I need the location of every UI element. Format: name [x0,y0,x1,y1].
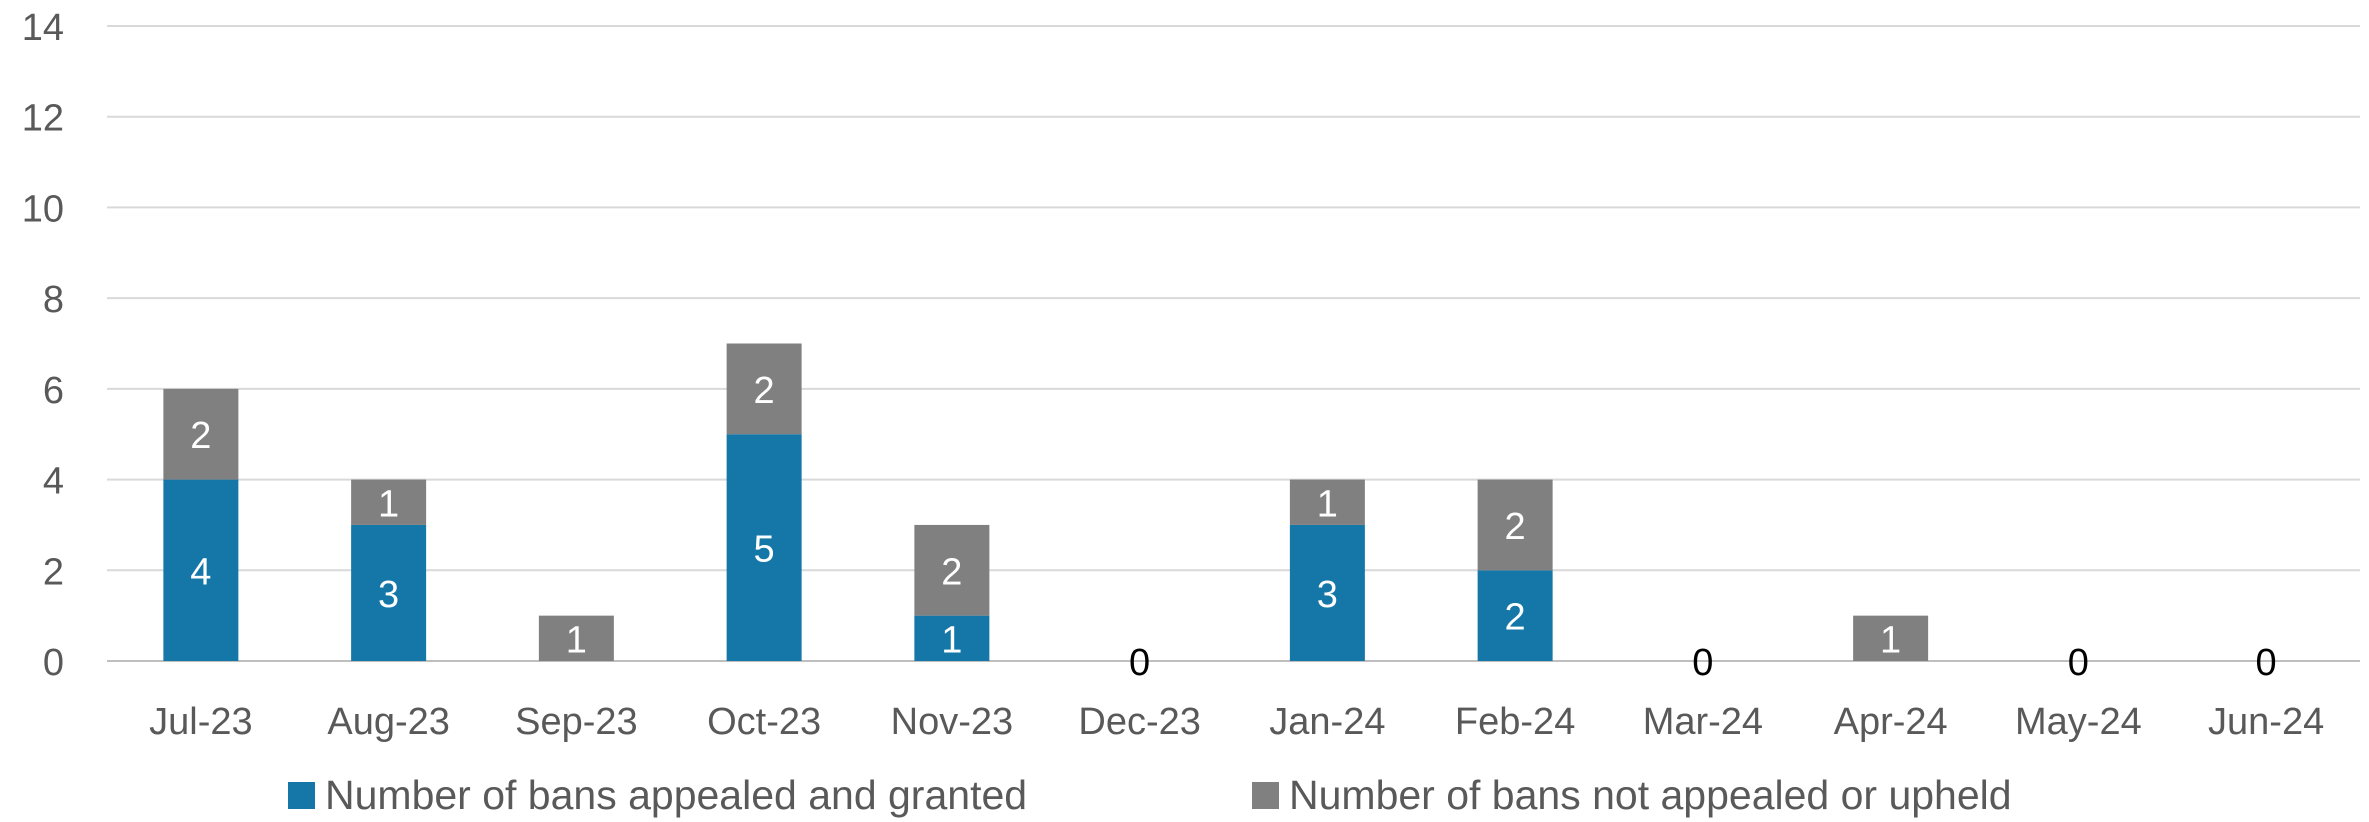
data-label: 2 [190,415,211,457]
x-tick-label: Jun-24 [2208,701,2324,743]
data-label: 2 [941,551,962,593]
y-tick-label: 14 [22,7,64,49]
data-label: 4 [190,551,211,593]
x-tick-label: Mar-24 [1643,701,1763,743]
data-labels: 4 2 3 1 1 5 2 1 2 0 3 1 2 2 0 1 0 0 [190,370,2276,684]
bar-segment-series1 [163,479,239,661]
legend-swatch-granted [288,781,315,809]
data-label: 2 [754,370,775,412]
x-tick-label: Nov-23 [891,701,1014,743]
data-label: 1 [566,619,587,661]
data-label: 1 [941,619,962,661]
x-tick-label: Jan-24 [1269,701,1385,743]
x-tick-label: Sep-23 [515,701,638,743]
x-tick-label: Jul-23 [149,701,253,743]
x-tick-label: Apr-24 [1834,701,1948,743]
y-tick-label: 0 [43,642,64,684]
bar-segment-series2 [163,388,239,480]
data-label: 2 [1505,597,1526,639]
bars [163,343,1929,661]
x-tick-label: Dec-23 [1078,701,1201,743]
bar-segment-series1 [351,524,427,661]
bar-segment-series1 [1477,570,1553,661]
x-tick-label: Feb-24 [1455,701,1575,743]
data-label: 3 [1317,574,1338,616]
y-tick-label: 10 [22,188,64,230]
data-label-zero: 0 [1129,642,1150,684]
data-label: 1 [378,483,399,525]
legend-item-not-appealed: Number of bans not appealed or upheld [1252,768,2012,822]
x-tick-label: May-24 [2015,701,2142,743]
bar-segment-series1 [1289,524,1365,661]
y-tick-label: 6 [43,370,64,412]
data-label: 2 [1505,506,1526,548]
x-tick-label: Aug-23 [327,701,450,743]
legend-swatch-not-appealed [1252,781,1279,809]
x-tick-label: Oct-23 [707,701,821,743]
data-label: 3 [378,574,399,616]
data-label-zero: 0 [2068,642,2089,684]
y-tick-label: 8 [43,279,64,321]
bar-segment-series2 [1289,479,1365,525]
bar-segment-series2 [1853,615,1929,661]
legend-item-granted: Number of bans appealed and granted [288,768,1027,822]
data-label: 1 [1317,483,1338,525]
y-tick-label: 12 [22,98,64,140]
bar-segment-series2 [726,343,802,435]
x-axis-tick-labels: Jul-23 Aug-23 Sep-23 Oct-23 Nov-23 Dec-23 Jan-… [149,701,2324,743]
y-tick-label: 4 [43,461,64,503]
y-tick-label: 2 [43,551,64,593]
legend-label-not-appealed: Number of bans not appealed or upheld [1289,771,2012,818]
y-axis-tick-labels: 0 2 4 6 8 10 12 14 [22,7,64,684]
bar-segment-series1 [726,434,802,661]
bar-segment-series2 [914,524,990,616]
data-label-zero: 0 [2256,642,2277,684]
gridlines [107,25,2360,662]
bar-segment-series1 [914,615,990,661]
data-label: 1 [1880,619,1901,661]
legend-label-granted: Number of bans appealed and granted [325,771,1028,818]
bar-segment-series2 [351,479,427,525]
data-label: 5 [754,529,775,571]
bar-segment-series2 [1477,479,1553,571]
bar-segment-series2 [538,615,614,661]
data-label-zero: 0 [1692,642,1713,684]
legend: Number of bans appealed and granted Numb… [0,768,2369,822]
